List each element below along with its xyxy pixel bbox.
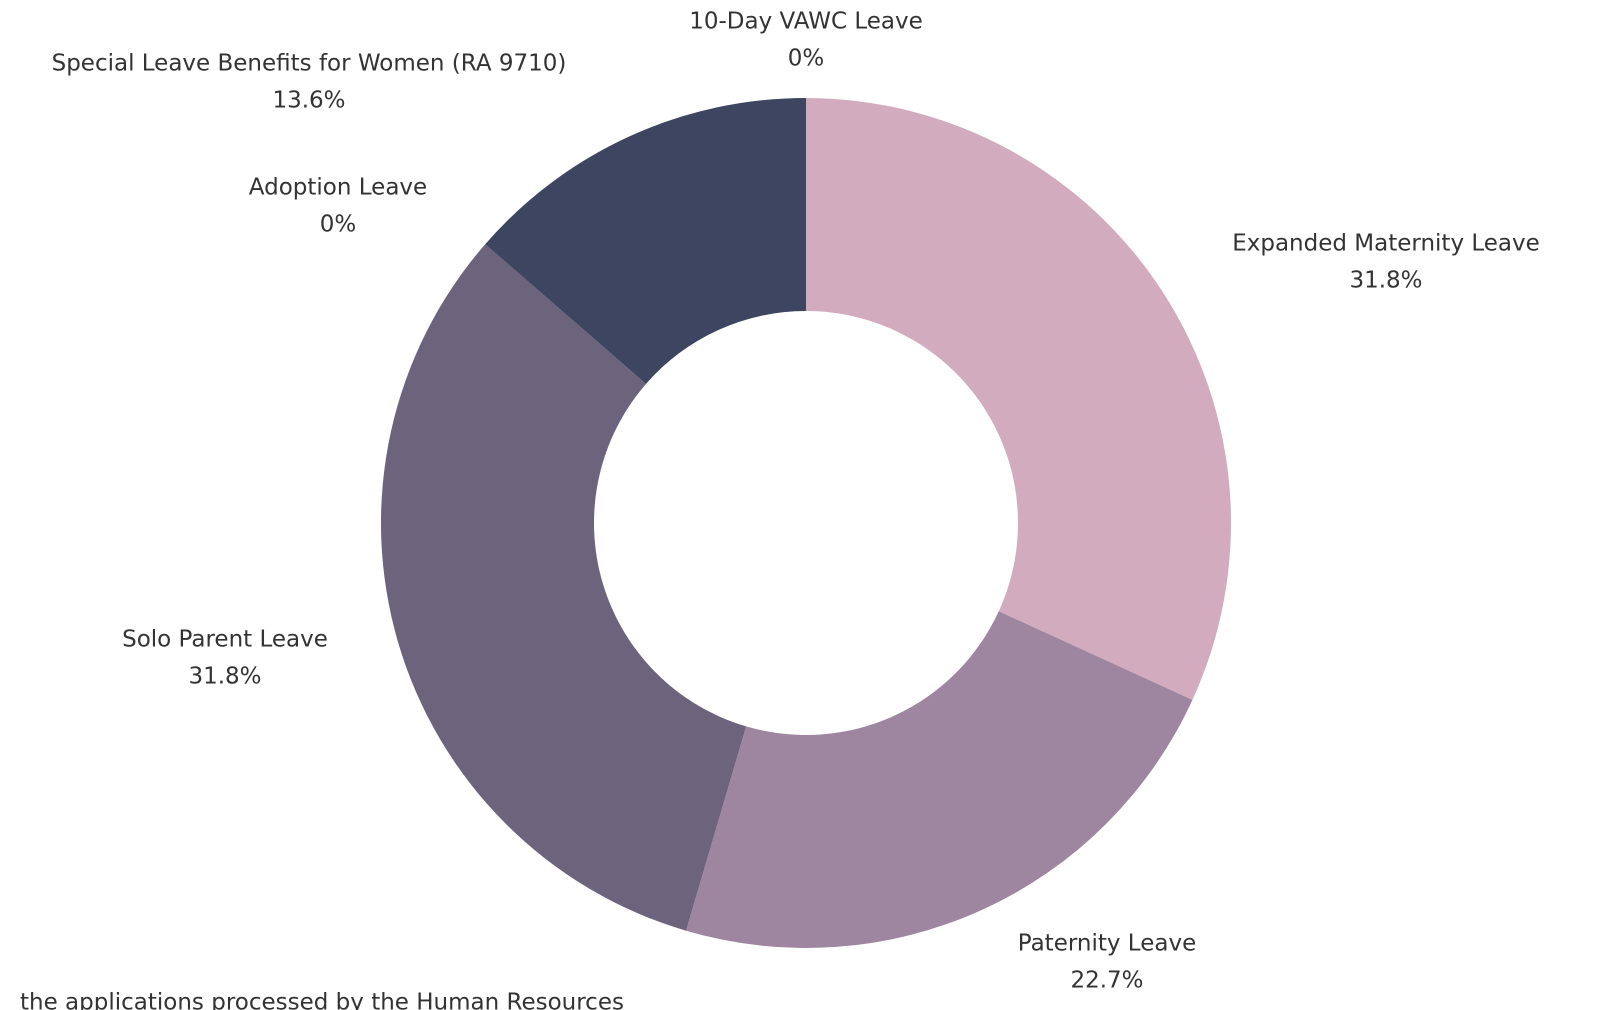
slice-label: Paternity Leave bbox=[1018, 931, 1196, 957]
donut-slice bbox=[380, 244, 747, 931]
slice-label: Solo Parent Leave bbox=[122, 627, 328, 653]
slice-label: Expanded Maternity Leave bbox=[1232, 231, 1540, 257]
slice-label: 10-Day VAWC Leave bbox=[689, 9, 923, 35]
donut-slice bbox=[806, 98, 1231, 700]
slice-label: Special Leave Benefits for Women (RA 971… bbox=[52, 51, 567, 77]
slice-value-label: 0% bbox=[320, 212, 357, 238]
slice-label: Adoption Leave bbox=[249, 175, 427, 201]
donut-slice bbox=[686, 611, 1193, 948]
donut-slice bbox=[485, 98, 806, 384]
slice-value-label: 31.8% bbox=[188, 664, 261, 690]
slice-value-label: 31.8% bbox=[1349, 268, 1422, 294]
slice-value-label: 22.7% bbox=[1070, 968, 1143, 994]
slice-value-label: 0% bbox=[788, 46, 825, 72]
slice-value-label: 13.6% bbox=[272, 88, 345, 114]
footnote: the applications processed by the Human … bbox=[20, 990, 624, 1010]
donut-slice bbox=[485, 244, 646, 384]
